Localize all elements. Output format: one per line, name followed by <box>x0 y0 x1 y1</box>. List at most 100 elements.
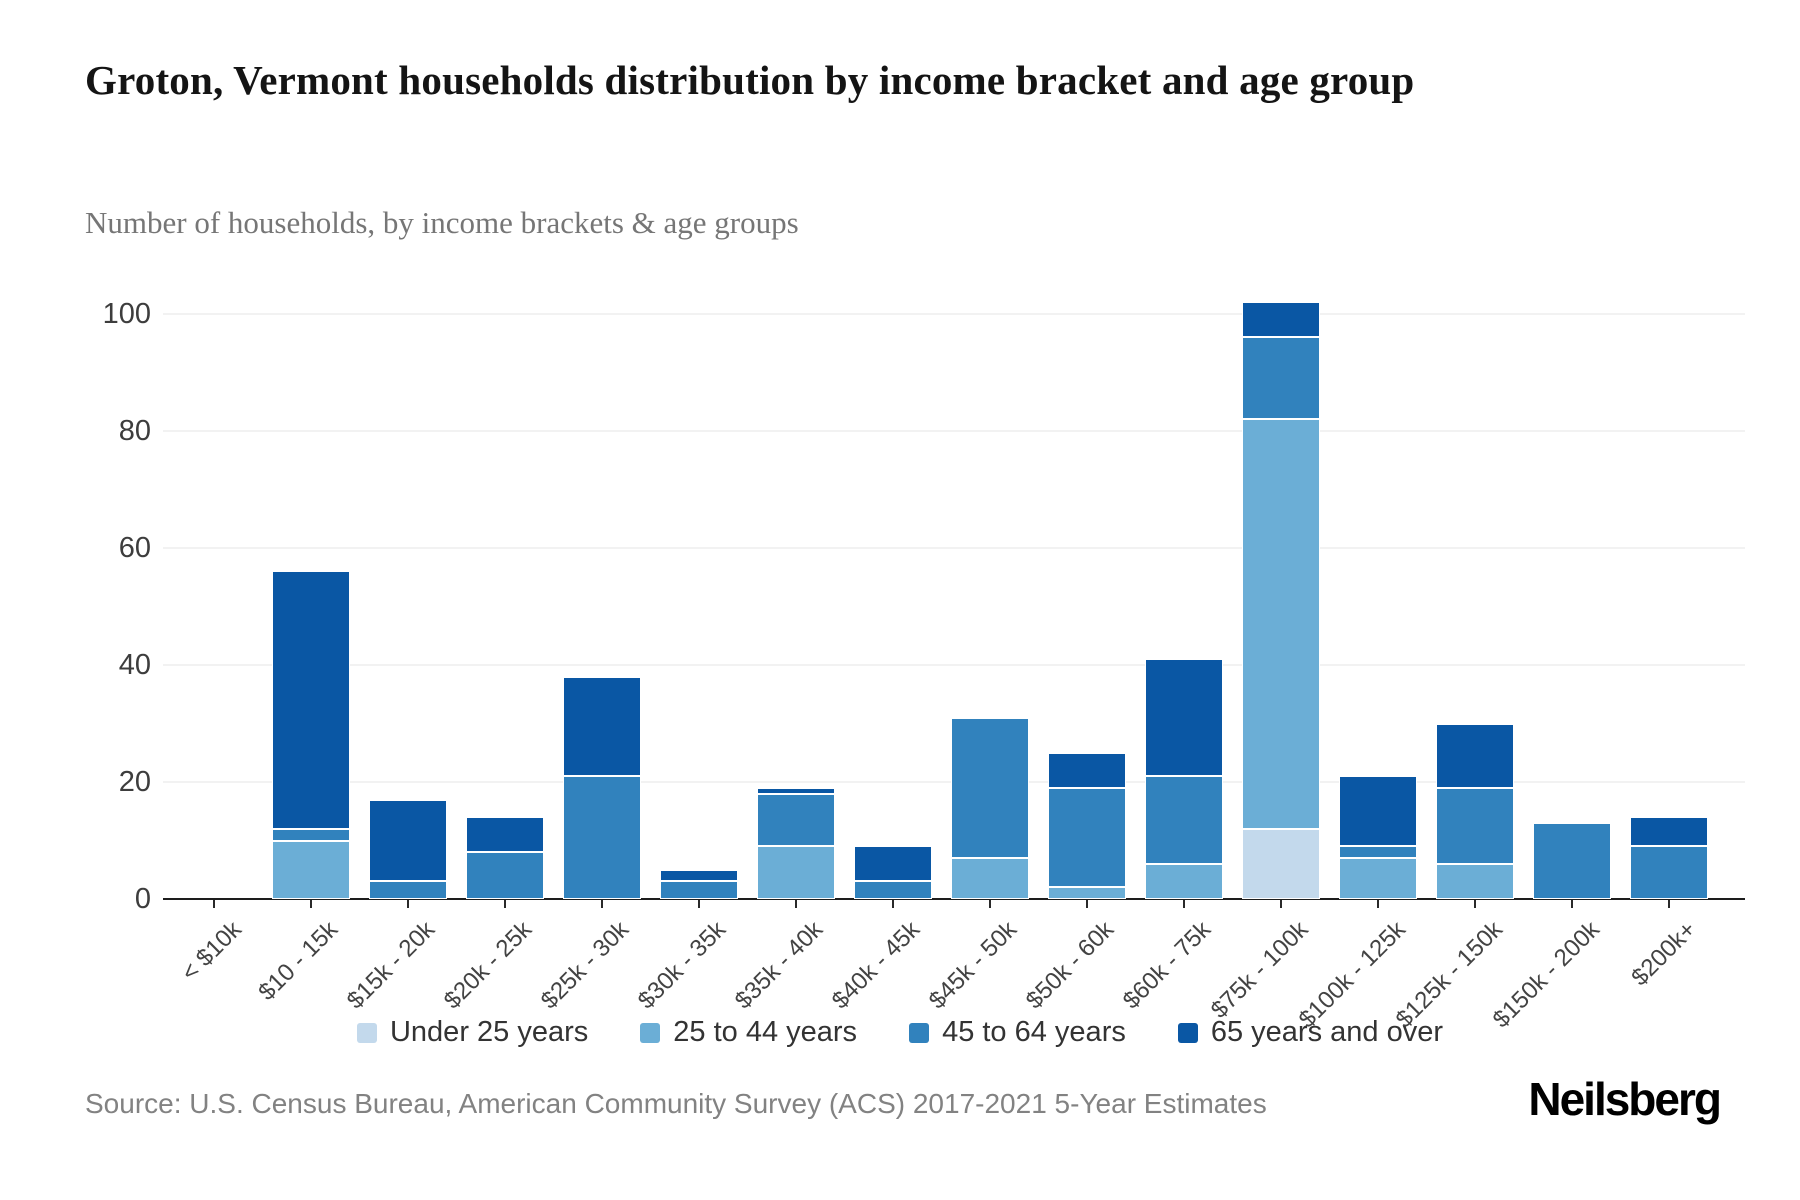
bar-segment <box>756 793 835 847</box>
bar-segment <box>1047 787 1126 888</box>
legend-label: 45 to 64 years <box>942 1016 1126 1048</box>
bar-column <box>1620 280 1717 899</box>
bar-column <box>747 280 844 899</box>
bar-column <box>1523 280 1620 899</box>
bar-stack <box>1338 776 1417 899</box>
bar-segment <box>659 869 738 882</box>
bar-stack <box>1435 723 1514 899</box>
chart-title: Groton, Vermont households distribution … <box>85 57 1415 103</box>
y-axis-label: 40 <box>118 649 151 681</box>
y-axis-label: 20 <box>118 766 151 798</box>
x-axis-tick <box>600 900 603 908</box>
legend-item: 25 to 44 years <box>640 1016 857 1049</box>
bar-column <box>1329 280 1426 899</box>
bar-segment <box>1629 846 1708 899</box>
bar-segment <box>1241 337 1320 420</box>
bar-segment <box>1629 817 1708 847</box>
bar-stack <box>853 846 932 899</box>
x-axis-tick <box>988 900 991 908</box>
x-axis-tick <box>406 900 409 908</box>
bar-segment <box>1241 828 1320 899</box>
bar-stack <box>368 799 447 899</box>
legend-item: 45 to 64 years <box>909 1016 1126 1049</box>
x-axis-label: $15k - 20k <box>342 916 441 1015</box>
bar-stack <box>756 787 835 899</box>
bar-segment <box>271 840 350 899</box>
bar-segment <box>465 852 544 899</box>
x-axis-tick <box>212 900 215 908</box>
bar-segment <box>465 817 544 853</box>
bar-segment <box>368 881 447 899</box>
bar-column <box>165 280 262 899</box>
gridline <box>163 547 1745 549</box>
bar-segment <box>1338 858 1417 899</box>
bar-column <box>1232 280 1329 899</box>
bar-segment <box>1435 723 1514 788</box>
bar-column <box>553 280 650 899</box>
legend-swatch <box>1177 1022 1198 1043</box>
x-axis-label: $10 - 15k <box>253 916 344 1006</box>
bar-column <box>844 280 941 899</box>
x-axis-tick <box>503 900 506 908</box>
x-axis-label: $200k+ <box>1626 916 1702 992</box>
x-axis-label: $20k - 25k <box>439 916 538 1015</box>
x-axis-label: $45k - 50k <box>924 916 1023 1015</box>
bar-segment <box>271 571 350 829</box>
bar-column <box>941 280 1038 899</box>
bar-segment <box>1338 846 1417 859</box>
x-axis-tick <box>697 900 700 908</box>
x-axis-label: $40k - 45k <box>827 916 926 1015</box>
bar-stack <box>1629 817 1708 899</box>
bar-segment <box>1241 302 1320 338</box>
y-axis-label: 80 <box>118 415 151 447</box>
bar-segment <box>1047 752 1126 788</box>
bar-stack <box>1047 752 1126 899</box>
bar-segment <box>950 858 1029 899</box>
bar-segment <box>853 881 932 899</box>
bar-segment <box>1241 419 1320 829</box>
y-axis-label: 60 <box>118 532 151 564</box>
legend: Under 25 years 25 to 44 years 45 to 64 yea… <box>0 1016 1800 1049</box>
bar-segment <box>1532 822 1611 899</box>
x-axis-tick <box>794 900 797 908</box>
x-axis-tick <box>891 900 894 908</box>
x-axis-label: $25k - 30k <box>536 916 635 1015</box>
brand-logo: Neilsberg <box>1528 1073 1722 1125</box>
y-axis-label: 100 <box>102 298 151 330</box>
legend-label: 65 years and over <box>1210 1016 1444 1048</box>
source-note: Source: U.S. Census Bureau, American Com… <box>85 1088 1267 1119</box>
legend-swatch <box>356 1022 377 1043</box>
gridline <box>163 313 1745 315</box>
x-axis-tick <box>1279 900 1282 908</box>
legend-item: 65 years and over <box>1177 1016 1444 1049</box>
bar-stack <box>1144 659 1223 899</box>
x-axis-tick <box>1667 900 1670 908</box>
bar-segment <box>659 881 738 899</box>
x-axis-tick <box>1182 900 1185 908</box>
x-axis-tick <box>309 900 312 908</box>
bar-segment <box>1047 887 1126 899</box>
bar-segment <box>756 846 835 899</box>
chart-subtitle: Number of households, by income brackets… <box>85 205 799 240</box>
bar-column <box>359 280 456 899</box>
bar-column <box>1038 280 1135 899</box>
x-axis-label: < $10k <box>176 916 247 987</box>
bar-segment <box>368 799 447 882</box>
x-axis-label: $60k - 75k <box>1118 916 1217 1015</box>
bar-column <box>456 280 553 899</box>
bar-stack <box>1241 302 1320 899</box>
x-axis-tick <box>1376 900 1379 908</box>
bar-segment <box>1144 659 1223 777</box>
bar-segment <box>1435 863 1514 899</box>
x-axis-label: $30k - 35k <box>633 916 732 1015</box>
bar-segment <box>1338 776 1417 847</box>
bar-stack <box>1532 822 1611 899</box>
x-axis-label: $50k - 60k <box>1021 916 1120 1015</box>
gridline <box>163 430 1745 432</box>
bar-segment <box>271 828 350 841</box>
bar-stack <box>659 869 738 899</box>
bar-stack <box>950 717 1029 899</box>
x-axis-label: $35k - 40k <box>730 916 829 1015</box>
bar-column <box>262 280 359 899</box>
